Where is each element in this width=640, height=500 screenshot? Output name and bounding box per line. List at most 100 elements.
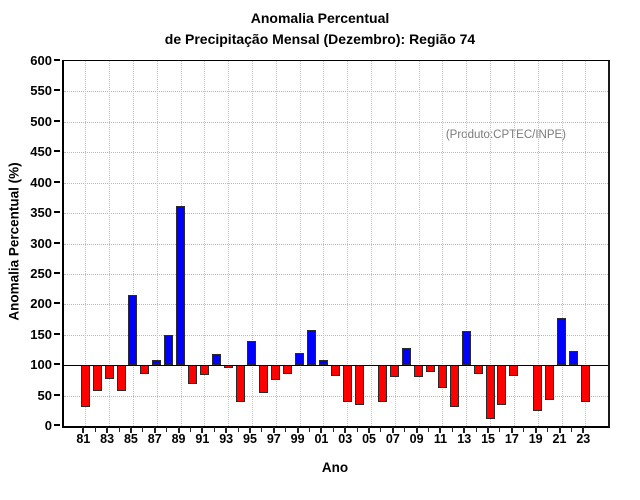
x-tick-label-83: 83 (100, 432, 115, 446)
x-tick-label-17: 17 (504, 432, 519, 446)
x-tick-81 (82, 427, 85, 433)
bar-94 (235, 365, 245, 402)
x-tick-97 (272, 427, 275, 433)
x-gridline-91 (204, 61, 206, 426)
x-gridline-19 (537, 61, 539, 426)
x-gridline-13 (466, 61, 468, 426)
x-tick-12 (451, 427, 453, 432)
baseline-100 (64, 365, 608, 367)
y-tick-label-550: 550 (30, 83, 52, 99)
x-tick-94 (237, 427, 239, 432)
bar-95 (247, 340, 257, 366)
bar-03 (342, 365, 352, 403)
bar-91 (199, 365, 209, 376)
y-tick-50 (54, 393, 60, 396)
x-tick-label-81: 81 (76, 432, 91, 446)
y-tick-label-50: 50 (37, 387, 52, 403)
bar-06 (378, 365, 388, 403)
x-gridline-83 (109, 61, 111, 426)
x-tick-label-89: 89 (171, 432, 186, 446)
x-gridline-85 (132, 61, 134, 426)
y-tick-550 (54, 89, 60, 92)
x-tick-11 (439, 427, 442, 433)
bar-20 (545, 365, 555, 401)
x-tick-95 (248, 427, 251, 433)
y-gridline-200 (64, 304, 608, 306)
x-tick-label-05: 05 (362, 432, 376, 446)
x-tick-16 (499, 427, 501, 432)
bar-14 (473, 365, 483, 374)
y-tick-label-500: 500 (30, 113, 52, 129)
x-tick-label-09: 09 (409, 432, 424, 446)
y-tick-450 (54, 150, 60, 153)
x-tick-label-07: 07 (385, 432, 400, 446)
bar-83 (104, 365, 114, 379)
y-tick-100 (54, 363, 60, 366)
y-tick-600 (54, 59, 60, 61)
x-tick-02 (332, 427, 334, 432)
x-gridline-07 (394, 61, 396, 426)
y-tick-label-600: 600 (30, 53, 52, 68)
bar-08 (402, 347, 412, 366)
y-tick-label-100: 100 (30, 357, 52, 373)
y-tick-label-150: 150 (30, 326, 52, 342)
x-tick-label-03: 03 (338, 432, 353, 446)
x-gridline-99 (299, 61, 301, 426)
x-tick-label-01: 01 (314, 432, 329, 446)
x-tick-13 (463, 427, 466, 433)
x-tick-93 (225, 427, 228, 433)
y-tick-250 (54, 271, 60, 274)
x-tick-09 (415, 427, 418, 433)
x-tick-92 (213, 427, 215, 432)
y-gridline-250 (64, 273, 608, 275)
y-gridline-150 (64, 334, 608, 336)
y-tick-label-200: 200 (30, 296, 52, 312)
x-tick-label-87: 87 (147, 432, 162, 446)
x-tick-18 (523, 427, 525, 432)
x-tick-99 (296, 427, 299, 433)
x-tick-96 (261, 427, 263, 432)
y-tick-label-250: 250 (30, 265, 52, 281)
y-gridline-300 (64, 243, 608, 245)
y-tick-label-350: 350 (30, 205, 52, 221)
x-tick-label-21: 21 (552, 432, 567, 446)
x-tick-88 (166, 427, 168, 432)
bar-81 (80, 365, 90, 407)
bar-88 (164, 334, 174, 366)
chart-title-line2: de Precipitação Mensal (Dezembro): Regiã… (164, 31, 476, 47)
bar-07 (390, 365, 400, 378)
x-tick-label-95: 95 (243, 432, 257, 446)
bar-11 (437, 365, 447, 389)
x-gridline-01 (323, 61, 325, 426)
x-tick-15 (487, 427, 490, 433)
bar-84 (116, 365, 126, 391)
x-gridline-23 (585, 61, 587, 426)
x-tick-14 (475, 427, 477, 432)
x-tick-98 (285, 427, 287, 432)
bar-99 (295, 353, 305, 366)
x-gridline-15 (490, 61, 492, 426)
x-tick-label-99: 99 (290, 432, 305, 446)
x-tick-label-23: 23 (576, 432, 591, 446)
bar-04 (354, 365, 364, 406)
x-tick-08 (404, 427, 406, 432)
y-tick-150 (54, 332, 60, 335)
x-tick-07 (391, 427, 394, 433)
y-tick-300 (54, 241, 60, 244)
bar-96 (259, 365, 269, 393)
x-tick-84 (118, 427, 120, 432)
x-tick-label-15: 15 (481, 432, 496, 446)
y-tick-label-400: 400 (30, 174, 52, 190)
x-tick-89 (177, 427, 180, 433)
x-gridline-09 (418, 61, 420, 426)
bar-87 (152, 360, 162, 366)
x-gridline-81 (85, 61, 87, 426)
bar-02 (330, 365, 340, 377)
bar-97 (271, 365, 281, 380)
bar-23 (580, 365, 590, 402)
x-tick-10 (428, 427, 430, 432)
bar-86 (140, 365, 150, 375)
x-tick-06 (380, 427, 382, 432)
x-gridline-17 (513, 61, 515, 426)
bar-22 (568, 350, 578, 366)
